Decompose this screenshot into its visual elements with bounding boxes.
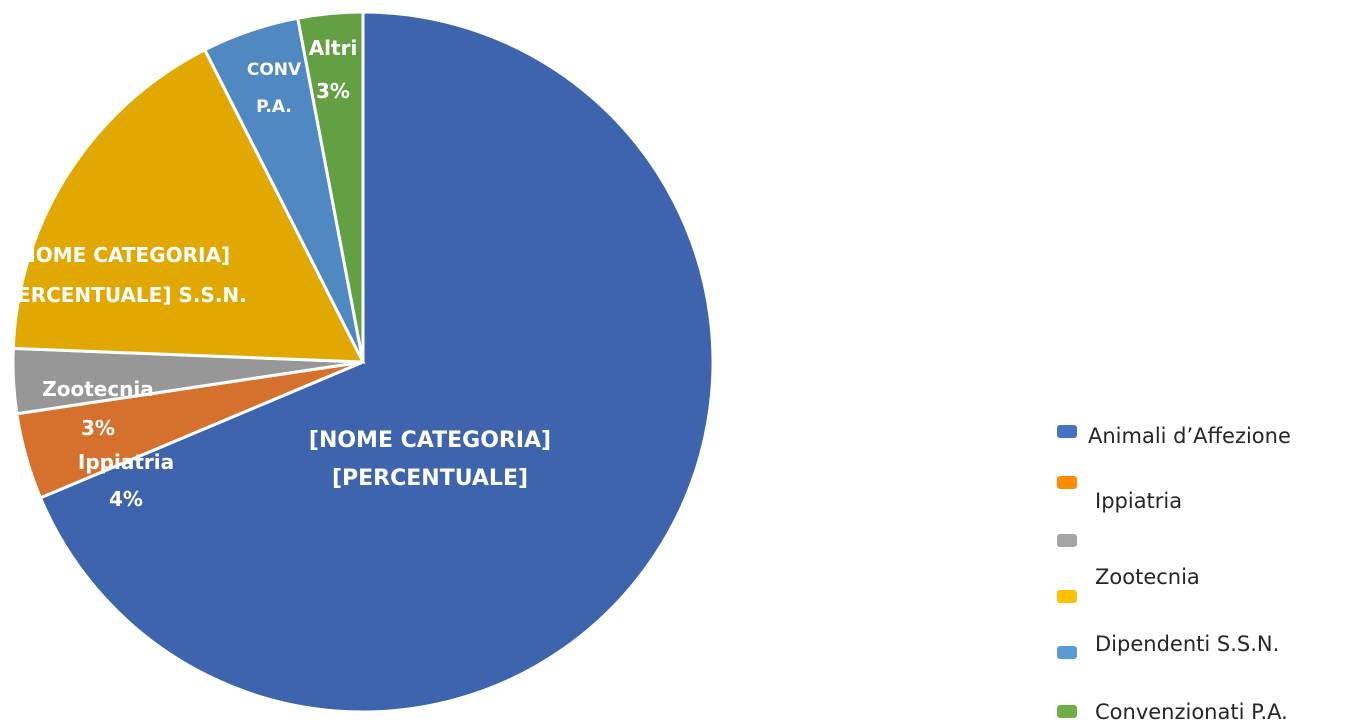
slice-data-label: [NOME CATEGORIA] (10, 243, 230, 267)
slice-data-label: [NOME CATEGORIA] (309, 428, 551, 453)
slice-data-label: Zootecnia (42, 377, 154, 401)
slice-data-label: [PERCENTUALE] S.S.N. (0, 283, 247, 307)
slice-data-label: 4% (109, 487, 143, 511)
slice-data-label: CONV (247, 60, 302, 80)
slice-data-label: 3% (316, 79, 350, 103)
slice-data-label: Ippiatria (78, 450, 174, 474)
slice-data-label: P.A. (256, 97, 292, 117)
slice-data-label: 3% (81, 416, 115, 440)
slice-data-label: Altri (309, 36, 358, 60)
slice-data-label: [PERCENTUALE] (332, 466, 528, 491)
pie-slice-4 (11, 47, 366, 364)
pie-slice-6 (295, 10, 365, 363)
pie-slice-1 (38, 10, 715, 714)
